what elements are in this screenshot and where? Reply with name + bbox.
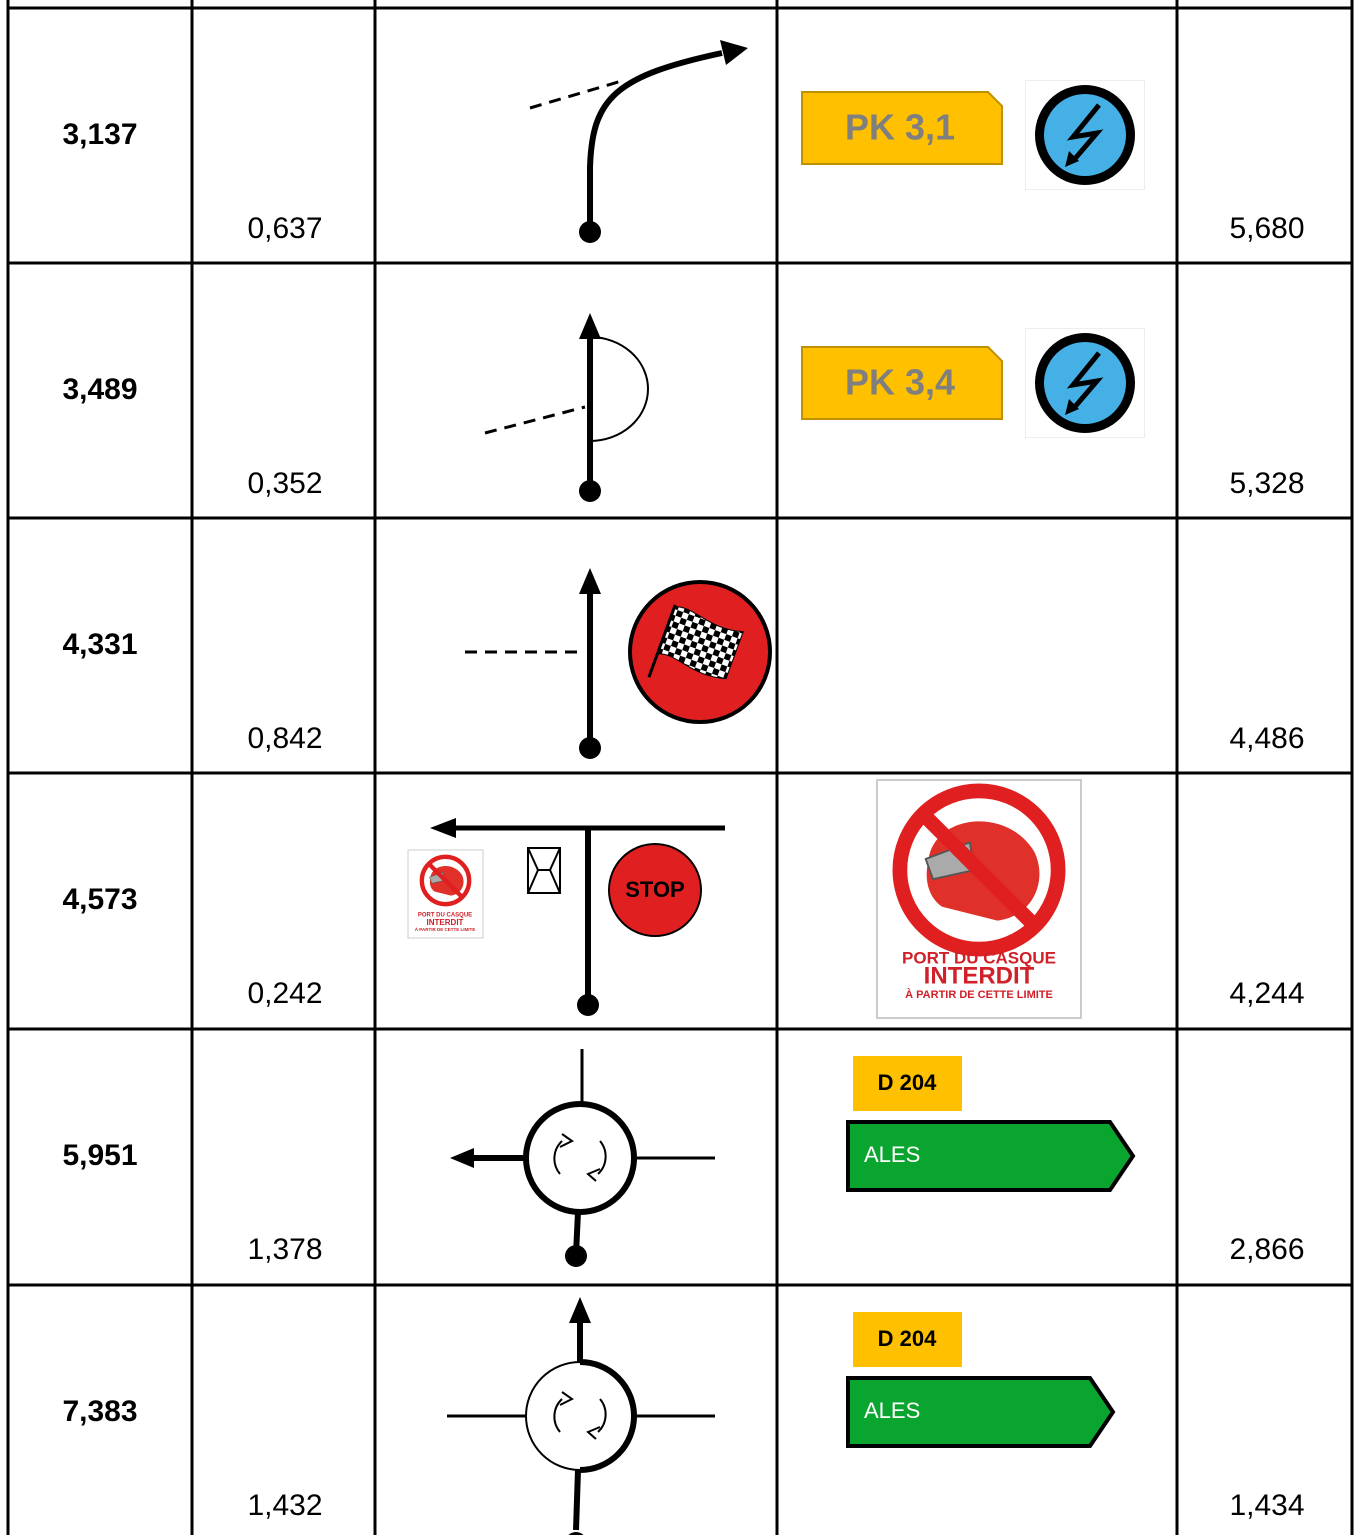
- road-sign: [853, 1056, 962, 1111]
- helmet-text: À PARTIR DE CETTE LIMITE: [415, 926, 475, 932]
- partial-distance: 1,378: [247, 1233, 322, 1266]
- pk-text: PK 3,4: [845, 362, 955, 403]
- remaining-distance: 5,680: [1229, 212, 1304, 245]
- row: 4,331 0,842 4,486: [62, 568, 1305, 759]
- helmet-text: À PARTIR DE CETTE LIMITE: [905, 988, 1053, 1001]
- helmet-text: INTERDIT: [924, 962, 1035, 989]
- road-number: D 204: [878, 1070, 937, 1095]
- helmet-sign: PORT DU CASQUE INTERDIT À PARTIR DE CETT…: [876, 779, 1082, 1019]
- row: 3,489 0,352 5,328 PK 3,4: [62, 313, 1305, 502]
- total-distance: 7,383: [62, 1395, 137, 1428]
- stop-text: STOP: [625, 877, 685, 902]
- partial-distance: 0,352: [247, 467, 322, 500]
- row: 7,383 1,432 1,434 D 204 ALES: [62, 1297, 1305, 1535]
- partial-distance: 1,432: [247, 1489, 322, 1522]
- helmet-text: PORT DU CASQUE: [418, 913, 472, 919]
- total-distance: 5,951: [62, 1139, 137, 1172]
- tulip-diagram: [450, 1049, 715, 1267]
- row: 3,137 0,637 5,680 PK 3,1: [62, 40, 1305, 245]
- row: 5,951 1,378 2,866 D 204 ALES: [62, 1049, 1305, 1267]
- remaining-distance: 4,244: [1229, 977, 1304, 1010]
- direction-text: ALES: [864, 1398, 920, 1423]
- table-grid: [6, 0, 1354, 1535]
- partial-distance: 0,242: [247, 977, 322, 1010]
- remaining-distance: 1,434: [1229, 1489, 1304, 1522]
- direction-text: ALES: [864, 1142, 920, 1167]
- tulip-diagram: [529, 40, 748, 243]
- remaining-distance: 4,486: [1229, 722, 1304, 755]
- partial-distance: 0,842: [247, 722, 322, 755]
- tulip-diagram: [484, 313, 649, 502]
- road-sign: [853, 1312, 962, 1367]
- total-distance: 3,137: [62, 118, 137, 151]
- helmet-text: INTERDIT: [427, 918, 464, 927]
- tulip-diagram: [465, 568, 772, 759]
- speed-zone-icon: [1025, 328, 1145, 438]
- remaining-distance: 2,866: [1229, 1233, 1304, 1266]
- partial-distance: 0,637: [247, 212, 322, 245]
- road-number: D 204: [878, 1326, 937, 1351]
- total-distance: 4,573: [62, 883, 137, 916]
- direction-sign: [846, 1120, 1136, 1192]
- row: 4,573 0,242 4,244 STOP PORT DU CASQUE IN…: [62, 779, 1305, 1019]
- tulip-diagram: STOP PORT DU CASQUE INTERDIT À PARTIR DE…: [407, 818, 725, 1016]
- helmet-text: PORT DU CASQUE: [902, 948, 1056, 967]
- tulip-diagram: [447, 1297, 715, 1535]
- speed-zone-icon: [1025, 80, 1145, 190]
- total-distance: 3,489: [62, 373, 137, 406]
- total-distance: 4,331: [62, 628, 137, 661]
- pk-text: PK 3,1: [845, 107, 955, 148]
- box-icon: [527, 847, 561, 894]
- remaining-distance: 5,328: [1229, 467, 1304, 500]
- direction-sign: [846, 1376, 1116, 1448]
